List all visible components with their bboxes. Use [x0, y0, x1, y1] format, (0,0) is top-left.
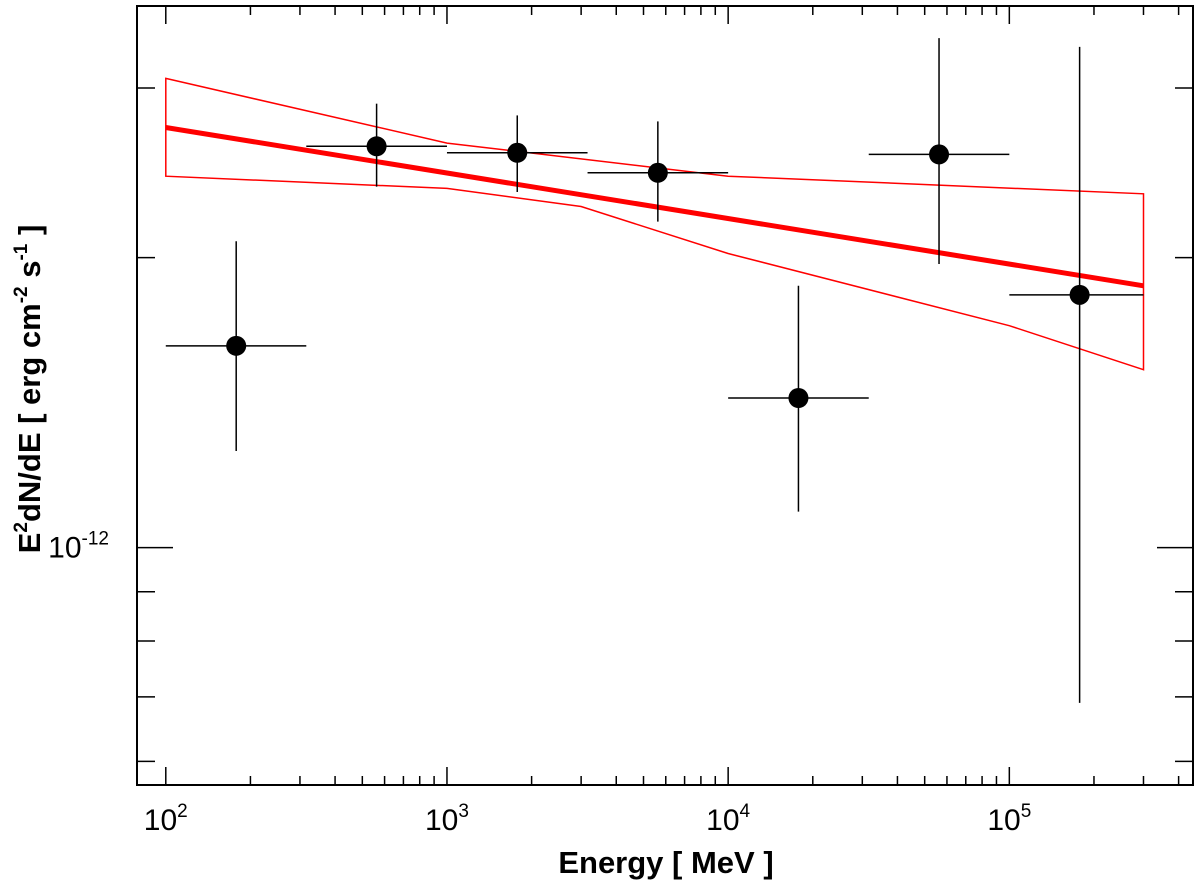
plot-frame-group: [136, 5, 1194, 786]
x-tick-label: 103: [425, 801, 469, 837]
y-axis-label: E2dN/dE [ erg cm-2 s-1 ]: [11, 225, 47, 554]
data-point: [929, 144, 950, 165]
fit-line-group: [165, 125, 1144, 289]
data-point: [226, 335, 247, 356]
data-points-group: [165, 38, 1144, 703]
data-point: [366, 136, 387, 157]
data-point: [507, 142, 528, 163]
data-point: [647, 162, 668, 183]
x-tick-label: 105: [987, 801, 1031, 837]
x-tick-label: 102: [144, 801, 188, 837]
data-point: [1069, 284, 1090, 305]
fit-uncertainty-band: [165, 77, 1145, 371]
x-axis-label: Energy [ MeV ]: [558, 845, 773, 880]
fit-line: [165, 125, 1144, 289]
data-point: [788, 388, 809, 409]
tick-labels-group: 102 103 104 105 10-12: [48, 529, 1031, 837]
axis-ticks-group: [137, 6, 1193, 785]
plot-frame: [136, 5, 1194, 786]
y-tick-label: 10-12: [48, 529, 109, 565]
x-tick-label: 104: [706, 801, 750, 837]
fit-band-outline: [165, 77, 1145, 371]
